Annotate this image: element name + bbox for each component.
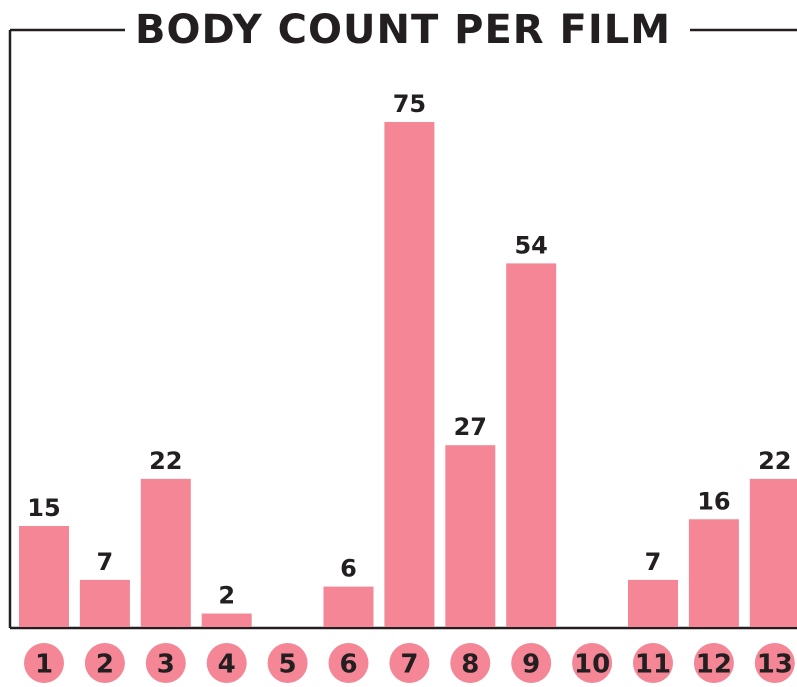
x-tick-label: 3 [157,650,175,680]
x-tick-label: 2 [96,650,114,680]
value-label: 2 [218,582,235,610]
bar [506,263,557,627]
value-label: 22 [758,447,791,475]
category-badge [693,643,734,683]
x-tick-label: 8 [461,650,479,680]
bar [445,445,496,627]
bar [140,478,191,627]
value-label: 54 [514,231,547,259]
category-badge [572,643,613,683]
value-label: 15 [27,494,60,522]
bar [628,579,678,627]
category-badge [145,643,186,683]
category-badge [206,643,247,683]
x-tick-label: 6 [339,650,357,680]
bar [384,122,435,627]
value-label: 75 [393,90,426,118]
category-badge [24,643,64,683]
chart-title: BODY COUNT PER FILM [135,7,671,53]
value-label: 6 [340,555,357,583]
category-badge [450,643,491,683]
x-tick-label: 9 [522,650,540,680]
category-badge [84,643,125,683]
bar [688,519,739,627]
value-label: 16 [697,487,730,515]
x-tick-label: 7 [400,650,418,680]
bar [749,478,797,627]
category-badge [754,643,795,683]
value-label: 7 [645,548,662,576]
x-tick-label: 4 [218,650,236,680]
category-badge [328,643,369,683]
x-tick-label: 12 [696,650,732,680]
x-tick-label: 11 [635,650,671,680]
x-tick-label: 10 [574,650,610,680]
category-badge [633,643,673,683]
category-badge [511,643,552,683]
category-badge [389,643,430,683]
x-tick-label: 5 [279,650,297,680]
bar [323,586,374,627]
bar [19,526,69,627]
x-tick-label: 1 [35,650,53,680]
x-tick-label: 13 [757,650,793,680]
value-label: 22 [149,447,182,475]
value-label: 27 [454,413,487,441]
bar [201,613,252,627]
bar [79,579,130,627]
category-badge [267,643,308,683]
value-label: 7 [97,548,114,576]
